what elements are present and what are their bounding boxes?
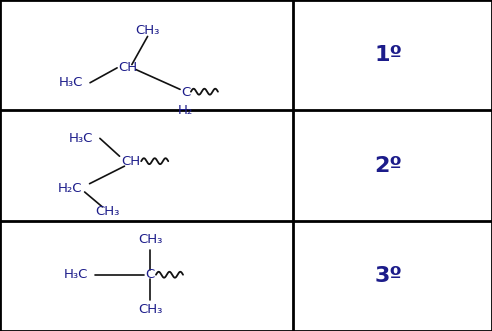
Text: CH: CH bbox=[121, 155, 140, 168]
Text: H₃C: H₃C bbox=[64, 268, 89, 281]
Text: C: C bbox=[182, 86, 190, 99]
Text: CH₃: CH₃ bbox=[138, 303, 162, 316]
Text: CH₃: CH₃ bbox=[135, 24, 160, 37]
Text: C: C bbox=[146, 268, 154, 281]
Text: 1º: 1º bbox=[375, 45, 402, 65]
Text: H₃C: H₃C bbox=[59, 76, 84, 89]
Text: H₃C: H₃C bbox=[69, 132, 93, 145]
Text: 3º: 3º bbox=[375, 266, 402, 286]
Text: H₂: H₂ bbox=[178, 104, 192, 118]
Text: 2º: 2º bbox=[375, 156, 402, 175]
Text: CH: CH bbox=[119, 61, 137, 74]
Text: CH₃: CH₃ bbox=[138, 233, 162, 247]
Text: CH₃: CH₃ bbox=[95, 205, 120, 218]
Text: H₂C: H₂C bbox=[58, 182, 82, 195]
